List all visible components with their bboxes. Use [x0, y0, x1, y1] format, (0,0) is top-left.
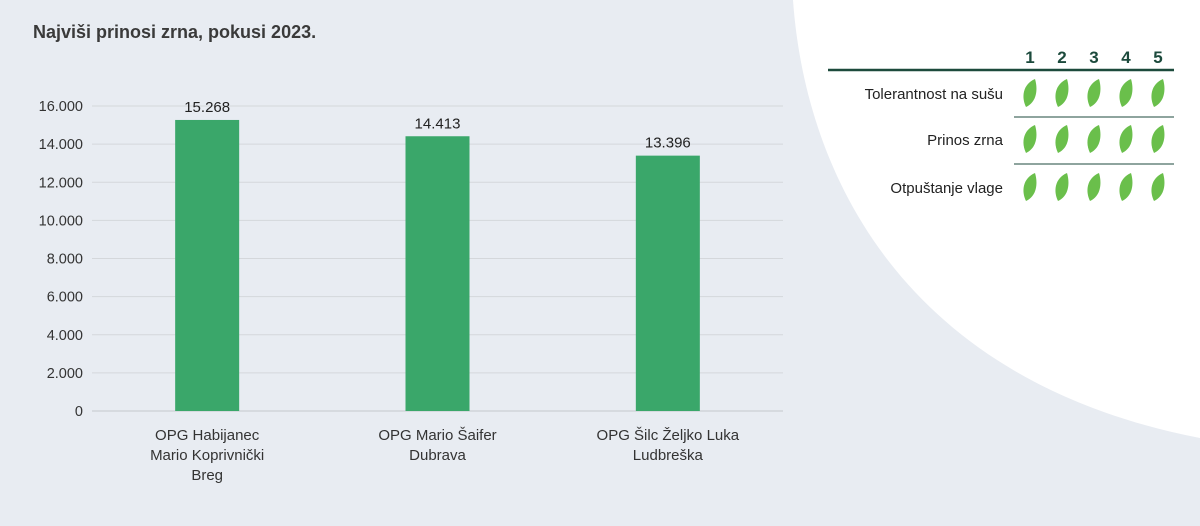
x-category-label: OPG Šilc Željko Luka Ludbreška — [597, 427, 740, 464]
leaf-icon — [1151, 79, 1165, 107]
row-label: Otpuštanje vlage — [890, 180, 1003, 197]
row-label: Tolerantnost na sušu — [865, 86, 1003, 103]
bar-value-label: 14.413 — [415, 115, 461, 132]
column-header: 4 — [1121, 48, 1131, 67]
bar — [405, 136, 470, 411]
y-tick-label: 10.000 — [39, 213, 83, 229]
bar-chart: 0 2.000 4.000 6.000 8.000 10.000 12.000 14.000 1… — [39, 99, 783, 484]
leaf-icon — [1023, 125, 1037, 153]
leaf-icon — [1087, 125, 1101, 153]
leaf-icon — [1151, 125, 1165, 153]
y-tick-label: 14.000 — [39, 137, 83, 153]
column-header: 3 — [1089, 48, 1098, 67]
leaf-icon — [1087, 173, 1101, 201]
y-tick-label: 4.000 — [47, 328, 83, 344]
x-category-label: OPG Mario Šaifer Dubrava — [378, 427, 496, 464]
leaf-icon — [1119, 125, 1133, 153]
leaf-icon — [1023, 173, 1037, 201]
row-label: Prinos zrna — [927, 132, 1004, 149]
y-tick-label: 2.000 — [47, 366, 83, 382]
column-header: 5 — [1153, 48, 1162, 67]
y-tick-label: 8.000 — [47, 252, 83, 268]
leaf-icon — [1119, 173, 1133, 201]
y-tick-label: 12.000 — [39, 175, 83, 191]
leaf-icon — [1023, 79, 1037, 107]
leaf-icon — [1055, 125, 1069, 153]
bar — [175, 119, 240, 412]
rating-table: 1 2 3 4 5 Tolerantnost na sušu Prinos zrna Otpu… — [828, 48, 1174, 201]
leaf-icon — [1087, 79, 1101, 107]
column-header: 1 — [1025, 48, 1034, 67]
column-header: 2 — [1057, 48, 1066, 67]
leaf-icon — [1055, 79, 1069, 107]
bar-value-label: 13.396 — [645, 135, 691, 152]
leaf-icon — [1151, 173, 1165, 201]
leaf-icon — [1055, 173, 1069, 201]
chart-title: Najviši prinosi zrna, pokusi 2023. — [33, 22, 317, 42]
y-tick-label: 0 — [75, 404, 83, 420]
leaf-icon — [1119, 79, 1133, 107]
y-tick-label: 16.000 — [39, 99, 83, 115]
bar-value-label: 15.268 — [184, 99, 230, 116]
y-tick-label: 6.000 — [47, 290, 83, 306]
bar — [635, 155, 700, 411]
x-category-label: OPG Habijanec Mario Koprivnički Breg — [150, 427, 264, 484]
